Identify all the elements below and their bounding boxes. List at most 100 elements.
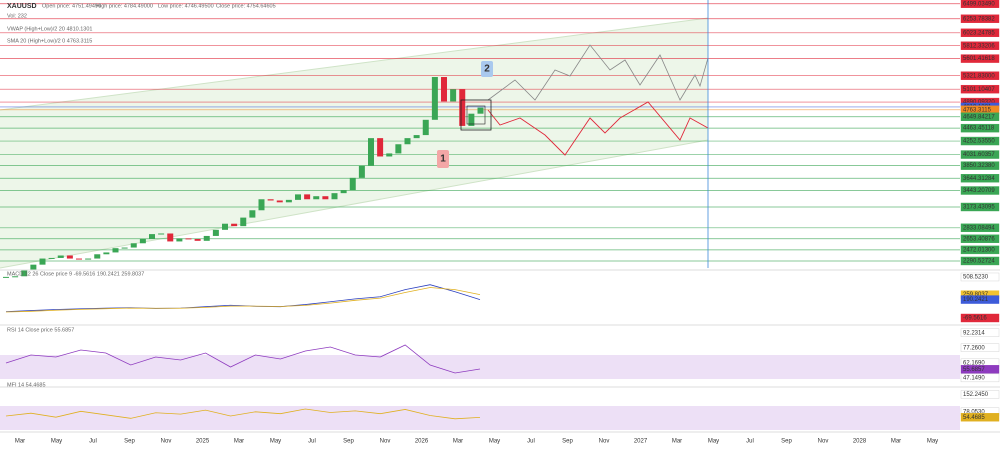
macd-line xyxy=(5,287,481,313)
axis-label: 508.5230 xyxy=(963,275,989,281)
axis-label: 4649.84217 xyxy=(963,114,995,120)
mfi-line xyxy=(5,408,481,420)
axis-label: 2472.01300 xyxy=(963,247,995,253)
mfi-band xyxy=(0,406,960,430)
x-tick-label: Mar xyxy=(234,439,244,445)
candle xyxy=(185,238,192,240)
candle xyxy=(267,199,274,201)
candle xyxy=(422,119,429,136)
candle xyxy=(395,144,402,154)
axis-label-box xyxy=(960,161,1000,170)
axis-label: 4031.60357 xyxy=(963,152,995,158)
candle xyxy=(377,138,384,157)
axis-label-box xyxy=(960,245,1000,255)
candle xyxy=(85,258,92,260)
candle xyxy=(149,234,155,239)
axis-label-box xyxy=(960,0,1000,8)
candle xyxy=(222,223,228,230)
axis-label: 4763.3115 xyxy=(963,107,992,113)
axis-label: 4252.53550 xyxy=(963,139,995,145)
channel-edge xyxy=(0,17,709,111)
candle xyxy=(431,77,438,120)
annotation-box xyxy=(466,105,486,125)
candle xyxy=(276,200,283,203)
x-tick-label: Mar xyxy=(891,439,901,445)
axis-label: 3850.32380 xyxy=(963,163,995,169)
candle xyxy=(112,248,119,253)
candle xyxy=(103,252,110,255)
rsi-band xyxy=(0,355,960,379)
axis-label-box xyxy=(960,202,1000,212)
x-tick-label: May xyxy=(489,439,500,445)
candle xyxy=(76,258,82,260)
axis-label: 2653.40876 xyxy=(963,236,995,242)
sma-label: SMA 20 (High+Low)/2 0 4763.3115 xyxy=(7,38,92,44)
x-tick-label: May xyxy=(927,439,938,445)
x-tick-label: Sep xyxy=(124,439,135,445)
x-tick-label: 2025 xyxy=(196,439,210,445)
x-tick-label: Nov xyxy=(599,439,610,445)
candle xyxy=(340,190,347,194)
axis-label-box xyxy=(960,28,1000,38)
axis-label: 55.6857 xyxy=(963,367,985,373)
axis-label: 4463.45118 xyxy=(963,126,995,132)
candle xyxy=(331,193,338,200)
axis-label-box xyxy=(960,174,1000,183)
axis-label-box xyxy=(960,123,1000,133)
candle xyxy=(66,255,73,259)
axis-label: -69.5616 xyxy=(963,316,987,322)
mfi-title: MFI 14 54.4685 xyxy=(7,382,46,388)
axis-label-box xyxy=(960,365,1000,374)
candle xyxy=(3,276,9,278)
axis-label: 2833.08494 xyxy=(963,225,995,231)
axis-label-box xyxy=(960,295,1000,304)
high-price: High price: 4784.49000 xyxy=(96,3,153,9)
macd-title: MACD 12 26 Close price 9 -69.5616 190.24… xyxy=(7,271,144,277)
x-tick-label: Nov xyxy=(380,439,391,445)
x-tick-label: Mar xyxy=(15,439,25,445)
candle xyxy=(158,233,165,235)
candle xyxy=(468,113,475,126)
price-channel xyxy=(0,18,708,268)
candle xyxy=(368,138,374,166)
candle xyxy=(231,223,238,227)
candle xyxy=(30,264,37,270)
axis-label-box xyxy=(960,313,1000,323)
projection-bullish xyxy=(487,44,709,101)
candle xyxy=(139,238,146,244)
axis-label: 5601.41618 xyxy=(963,56,995,62)
candle xyxy=(212,229,219,236)
candle xyxy=(12,276,19,278)
candle xyxy=(404,138,411,145)
axis-label: 259.8037 xyxy=(963,292,989,298)
candle xyxy=(358,165,365,178)
axis-label: 4890.09320 xyxy=(963,100,995,106)
x-tick-label: 2026 xyxy=(415,439,429,445)
candle xyxy=(194,238,201,241)
x-tick-label: Sep xyxy=(562,439,573,445)
candle xyxy=(94,254,101,259)
annotation-label: 2 xyxy=(484,64,490,75)
candle xyxy=(285,199,292,203)
close-price: Close price: 4754.64605 xyxy=(216,3,276,9)
axis-label: 3173.43095 xyxy=(963,205,995,211)
axis-label: 3644.31284 xyxy=(963,176,995,182)
volume: Vol: 232 xyxy=(7,13,27,19)
x-tick-label: Sep xyxy=(343,439,354,445)
candle xyxy=(57,255,64,258)
axis-label: 5101.10407 xyxy=(963,87,995,93)
x-tick-label: Nov xyxy=(818,439,829,445)
candle xyxy=(167,233,174,242)
candle xyxy=(441,77,447,102)
annotation-badge xyxy=(437,150,449,168)
candle xyxy=(240,217,247,227)
candle xyxy=(176,238,183,242)
candle xyxy=(121,247,128,249)
annotation-badge xyxy=(481,61,493,77)
candle xyxy=(48,257,55,259)
axis-label: 77.2600 xyxy=(963,345,985,351)
x-tick-label: Mar xyxy=(453,439,463,445)
candle xyxy=(386,153,393,157)
candle xyxy=(249,210,256,218)
